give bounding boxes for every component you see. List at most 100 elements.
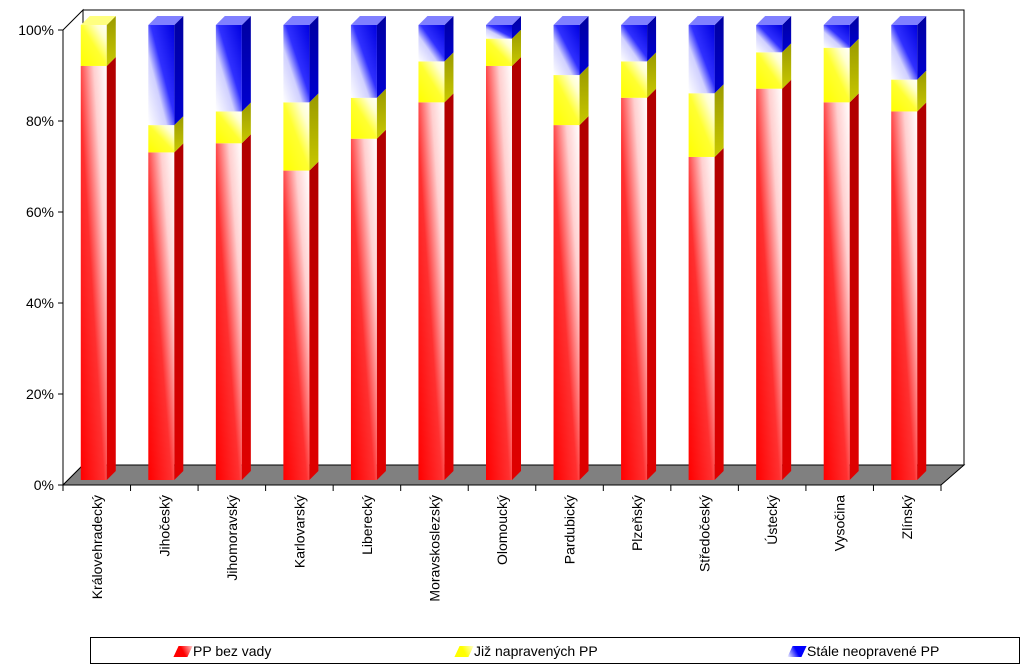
bar-top-face <box>418 16 454 25</box>
bar-segment-front <box>80 65 107 480</box>
bar-segment-side <box>714 16 724 94</box>
bar-stack <box>80 16 116 480</box>
bar-segment-side <box>106 56 116 480</box>
bar-stack <box>756 16 792 480</box>
bar-segment-side <box>579 116 589 480</box>
bar-segment-side <box>241 16 251 112</box>
legend: PP bez vady Již napravených PP Stále neo… <box>90 637 1020 664</box>
bar-segment-side <box>444 52 454 103</box>
bar-stack <box>553 16 589 480</box>
x-category-label: Olomoucký <box>494 495 510 565</box>
bar-stack <box>823 16 859 480</box>
bar-segment-side <box>444 16 454 62</box>
bar-top-face <box>756 16 792 25</box>
bar-segment-side <box>849 16 859 48</box>
bar-segment-side <box>647 88 657 481</box>
x-category-label: Jihomoravský <box>224 495 240 581</box>
bar-segment-front <box>283 102 310 171</box>
bar-segment-side <box>241 102 251 144</box>
x-category-label: Moravskoslezský <box>426 495 442 602</box>
x-category-label: Zlínský <box>899 495 915 539</box>
x-category-label: Jihočeský <box>156 495 172 556</box>
legend-swatch-blue <box>787 645 807 657</box>
bar-segment-side <box>512 29 521 66</box>
bar-segment-side <box>174 116 184 153</box>
bar-segment-side <box>174 143 184 480</box>
bar-top-face <box>215 16 251 25</box>
x-axis: Královehradecký Jihočeský Jihomoravský Karl… <box>62 484 942 602</box>
bar-segment-side <box>309 16 319 103</box>
bar-stack <box>418 16 454 480</box>
bar-segment-side <box>376 88 386 139</box>
bar-segment-front <box>756 25 783 53</box>
bar-segment-front <box>688 25 715 94</box>
bar-segment-front <box>688 156 715 480</box>
y-tick-label: 20% <box>26 386 54 402</box>
bar-segment-side <box>917 16 927 80</box>
bar-stack <box>350 16 386 480</box>
bar-top-face <box>350 16 386 25</box>
bar-top-face <box>283 16 319 25</box>
legend-label: Stále neopravené PP <box>807 643 940 659</box>
bar-top-face <box>891 16 927 25</box>
bar-segment-side <box>241 134 251 481</box>
legend-item-pp-bez-vady: PP bez vady <box>173 643 271 659</box>
legend-swatch-yellow <box>454 645 474 657</box>
bar-top-face <box>823 16 859 25</box>
x-category-label: Vysočina <box>832 495 848 552</box>
y-tick-label: 0% <box>34 477 54 493</box>
bar-segment-side <box>309 93 319 171</box>
x-category-label: Královehradecký <box>89 495 105 599</box>
bar-segment-front <box>756 88 783 480</box>
bar-segment-front <box>350 97 377 139</box>
legend-item-stale-neopravene: Stále neopravené PP <box>787 643 940 659</box>
bar-segment-front <box>486 25 512 39</box>
bar-segment-front <box>215 143 242 481</box>
bar-top-face <box>688 16 724 25</box>
bar-segment-side <box>309 161 319 480</box>
bar-stack <box>891 16 927 480</box>
bar-segment-front <box>283 25 310 103</box>
bar-segment-front <box>148 25 175 126</box>
bar-segment-side <box>917 70 927 112</box>
legend-swatch-red <box>173 645 193 657</box>
bar-segment-front <box>621 61 648 98</box>
bar-segment-front <box>891 111 918 480</box>
x-category-label: Pardubický <box>562 495 578 564</box>
bar-segment-front <box>553 125 580 480</box>
bar-segment-front <box>350 25 377 98</box>
bar-segment-side <box>714 147 724 480</box>
bar-segment-front <box>215 111 242 144</box>
bar-segment-side <box>917 102 927 480</box>
bar-segment-side <box>782 43 792 89</box>
bar-segment-front <box>418 61 445 103</box>
y-tick-label: 40% <box>26 295 54 311</box>
stacked-bar-chart: 0% 20% 40% 60% 80% 100% Královehradecký Jihoče… <box>18 8 966 602</box>
y-tick-label: 80% <box>26 113 54 129</box>
bar-stack <box>486 16 521 480</box>
bar-stack <box>621 16 657 481</box>
bar-segment-front <box>215 25 242 112</box>
bar-segment-front <box>823 47 850 103</box>
y-axis: 0% 20% 40% 60% 80% 100% <box>18 22 64 493</box>
y-tick-label: 100% <box>18 22 54 38</box>
bar-segment-front <box>80 25 107 66</box>
bar-segment-front <box>418 102 445 480</box>
bar-segment-front <box>621 97 648 481</box>
plot-left-wall <box>62 8 84 487</box>
bar-segment-side <box>579 16 589 76</box>
bar-segment-front <box>148 152 175 480</box>
bar-segment-side <box>849 93 859 480</box>
bar-segment-side <box>512 16 521 39</box>
bar-top-face <box>80 16 116 25</box>
legend-item-jiz-napravenych: Již napravených PP <box>454 643 598 659</box>
bar-top-face <box>621 16 657 25</box>
bar-segment-front <box>350 138 377 480</box>
bar-segment-front <box>148 125 175 153</box>
bar-segment-front <box>621 25 648 62</box>
x-category-label: Liberecký <box>359 495 375 555</box>
bar-top-face <box>486 16 521 25</box>
bar-segment-front <box>823 25 850 48</box>
bar-segment-side <box>782 79 792 480</box>
bar-stack <box>215 16 251 481</box>
